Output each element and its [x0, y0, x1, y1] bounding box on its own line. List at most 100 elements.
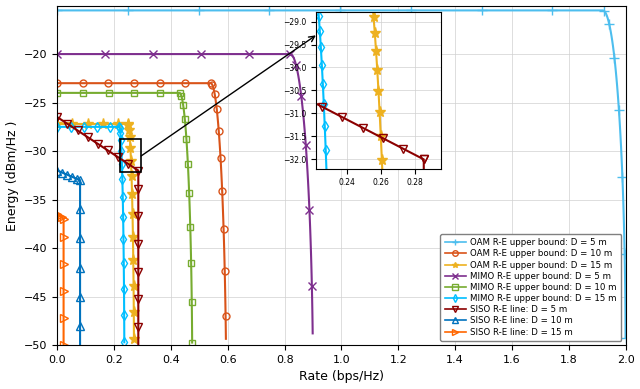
SISO R-E line: D = 15 m: (0.0147, -36.8): D = 15 m: (0.0147, -36.8)	[58, 215, 65, 220]
SISO R-E line: D = 10 m: (0.0457, -32.6): D = 10 m: (0.0457, -32.6)	[67, 174, 74, 179]
SISO R-E line: D = 10 m: (0.0743, -32.9): D = 10 m: (0.0743, -32.9)	[75, 177, 83, 182]
OAM R-E upper bound: D = 15 m: (0.252, -27.6): D = 15 m: (0.252, -27.6)	[125, 126, 132, 130]
OAM R-E upper bound: D = 10 m: (0.548, -23.4): D = 10 m: (0.548, -23.4)	[209, 84, 217, 89]
SISO R-E line: D = 5 m: (0.249, -31.3): D = 5 m: (0.249, -31.3)	[124, 161, 132, 166]
OAM R-E upper bound: D = 15 m: (0.106, -27.2): D = 15 m: (0.106, -27.2)	[84, 122, 92, 126]
MIMO R-E upper bound: D = 15 m: (0.0934, -27.5): D = 15 m: (0.0934, -27.5)	[80, 124, 88, 129]
OAM R-E upper bound: D = 10 m: (0, -23): D = 10 m: (0, -23)	[54, 81, 61, 86]
SISO R-E line: D = 15 m: (0.00244, -36.6): D = 15 m: (0.00244, -36.6)	[54, 212, 62, 217]
OAM R-E upper bound: D = 10 m: (0.428, -23): D = 10 m: (0.428, -23)	[175, 81, 182, 86]
SISO R-E line: D = 10 m: (0.08, -39): D = 10 m: (0.08, -39)	[76, 236, 84, 241]
MIMO R-E upper bound: D = 5 m: (0.875, -29.4): D = 5 m: (0.875, -29.4)	[302, 143, 310, 147]
OAM R-E upper bound: D = 5 m: (0.818, -15.5): D = 5 m: (0.818, -15.5)	[286, 8, 294, 13]
SISO R-E line: D = 10 m: (0.08, -34): D = 10 m: (0.08, -34)	[76, 187, 84, 192]
OAM R-E upper bound: D = 10 m: (0.593, -48.1): D = 10 m: (0.593, -48.1)	[222, 325, 230, 329]
MIMO R-E upper bound: D = 10 m: (0.317, -24): D = 10 m: (0.317, -24)	[143, 91, 151, 95]
SISO R-E line: D = 5 m: (0.166, -29.7): D = 5 m: (0.166, -29.7)	[100, 146, 108, 151]
MIMO R-E upper bound: D = 15 m: (0.156, -27.5): D = 15 m: (0.156, -27.5)	[98, 124, 106, 129]
SISO R-E line: D = 10 m: (0.00571, -32.1): D = 10 m: (0.00571, -32.1)	[55, 169, 63, 173]
SISO R-E line: D = 15 m: (0.0122, -36.8): D = 15 m: (0.0122, -36.8)	[57, 215, 65, 219]
OAM R-E upper bound: D = 15 m: (0.23, -27.2): D = 15 m: (0.23, -27.2)	[119, 122, 127, 126]
SISO R-E line: D = 10 m: (0.08, -33): D = 10 m: (0.08, -33)	[76, 178, 84, 182]
SISO R-E line: D = 10 m: (0.0171, -32.2): D = 10 m: (0.0171, -32.2)	[58, 170, 66, 175]
SISO R-E line: D = 15 m: (0.022, -37): D = 15 m: (0.022, -37)	[60, 217, 67, 221]
MIMO R-E upper bound: D = 15 m: (0.221, -27.9): D = 15 m: (0.221, -27.9)	[116, 129, 124, 133]
SISO R-E line: D = 10 m: (0.08, -48): D = 10 m: (0.08, -48)	[76, 323, 84, 328]
SISO R-E line: D = 5 m: (0.285, -48.1): D = 5 m: (0.285, -48.1)	[134, 324, 142, 329]
SISO R-E line: D = 5 m: (0.131, -29): D = 5 m: (0.131, -29)	[91, 139, 99, 144]
Line: OAM R-E upper bound: D = 10 m: OAM R-E upper bound: D = 10 m	[54, 80, 229, 342]
SISO R-E line: D = 5 m: (0.0119, -26.7): D = 5 m: (0.0119, -26.7)	[57, 117, 65, 122]
OAM R-E upper bound: D = 15 m: (0.268, -43.9): D = 15 m: (0.268, -43.9)	[130, 283, 138, 288]
Line: MIMO R-E upper bound: D = 10 m: MIMO R-E upper bound: D = 10 m	[54, 89, 196, 346]
SISO R-E line: D = 10 m: (0.08, -43): D = 10 m: (0.08, -43)	[76, 275, 84, 280]
SISO R-E line: D = 5 m: (0.226, -30.9): D = 5 m: (0.226, -30.9)	[118, 157, 125, 162]
SISO R-E line: D = 15 m: (0.022, -49.1): D = 15 m: (0.022, -49.1)	[60, 334, 67, 338]
Line: SISO R-E line: D = 10 m: SISO R-E line: D = 10 m	[53, 166, 84, 349]
MIMO R-E upper bound: D = 10 m: (0.475, -49.7): D = 10 m: (0.475, -49.7)	[188, 340, 196, 345]
OAM R-E upper bound: D = 15 m: (0.269, -48.5): D = 15 m: (0.269, -48.5)	[130, 328, 138, 333]
SISO R-E line: D = 5 m: (0.119, -28.8): D = 5 m: (0.119, -28.8)	[87, 137, 95, 142]
SISO R-E line: D = 10 m: (0.08, -40): D = 10 m: (0.08, -40)	[76, 246, 84, 251]
SISO R-E line: D = 5 m: (0.285, -37.7): D = 5 m: (0.285, -37.7)	[134, 223, 142, 228]
SISO R-E line: D = 5 m: (0.285, -36.7): D = 5 m: (0.285, -36.7)	[134, 214, 142, 219]
SISO R-E line: D = 5 m: (0.0831, -28.1): D = 5 m: (0.0831, -28.1)	[77, 130, 84, 135]
Line: OAM R-E upper bound: D = 15 m: OAM R-E upper bound: D = 15 m	[52, 118, 140, 345]
SISO R-E line: D = 5 m: (0.273, -31.8): D = 5 m: (0.273, -31.8)	[131, 166, 139, 171]
SISO R-E line: D = 15 m: (0.022, -50): D = 15 m: (0.022, -50)	[60, 343, 67, 347]
OAM R-E upper bound: D = 10 m: (0.552, -23.8): D = 10 m: (0.552, -23.8)	[210, 89, 218, 93]
OAM R-E upper bound: D = 15 m: (0.177, -27.2): D = 15 m: (0.177, -27.2)	[104, 122, 111, 126]
OAM R-E upper bound: D = 5 m: (1.74, -15.5): D = 5 m: (1.74, -15.5)	[548, 8, 556, 13]
MIMO R-E upper bound: D = 15 m: (0.235, -44.2): D = 15 m: (0.235, -44.2)	[120, 286, 128, 291]
SISO R-E line: D = 5 m: (0.0237, -27): D = 5 m: (0.0237, -27)	[60, 119, 68, 124]
SISO R-E line: D = 5 m: (0.285, -32): D = 5 m: (0.285, -32)	[134, 168, 142, 173]
SISO R-E line: D = 5 m: (0.285, -42.4): D = 5 m: (0.285, -42.4)	[134, 269, 142, 274]
Legend: OAM R-E upper bound: D = 5 m, OAM R-E upper bound: D = 10 m, OAM R-E upper bound: OAM R-E upper bound: D = 5 m, OAM R-E up…	[440, 234, 621, 341]
MIMO R-E upper bound: D = 5 m: (0.88, -32.1): D = 5 m: (0.88, -32.1)	[303, 169, 311, 173]
SISO R-E line: D = 10 m: (0.08, -47): D = 10 m: (0.08, -47)	[76, 314, 84, 318]
SISO R-E line: D = 10 m: (0.0114, -32.1): D = 10 m: (0.0114, -32.1)	[57, 170, 65, 174]
MIMO R-E upper bound: D = 10 m: (0.272, -24): D = 10 m: (0.272, -24)	[131, 91, 138, 95]
SISO R-E line: D = 5 m: (0.285, -50): D = 5 m: (0.285, -50)	[134, 343, 142, 347]
OAM R-E upper bound: D = 5 m: (1.07, -15.5): D = 5 m: (1.07, -15.5)	[356, 8, 364, 13]
SISO R-E line: D = 10 m: (0.0686, -32.9): D = 10 m: (0.0686, -32.9)	[73, 177, 81, 181]
SISO R-E line: D = 5 m: (0.285, -40.5): D = 5 m: (0.285, -40.5)	[134, 251, 142, 256]
SISO R-E line: D = 15 m: (0.022, -39.8): D = 15 m: (0.022, -39.8)	[60, 244, 67, 249]
SISO R-E line: D = 5 m: (0.178, -29.9): D = 5 m: (0.178, -29.9)	[104, 148, 112, 153]
SISO R-E line: D = 5 m: (0.0712, -27.9): D = 5 m: (0.0712, -27.9)	[74, 128, 81, 133]
SISO R-E line: D = 10 m: (0.08, -46): D = 10 m: (0.08, -46)	[76, 304, 84, 309]
Line: SISO R-E line: D = 15 m: SISO R-E line: D = 15 m	[53, 210, 68, 349]
MIMO R-E upper bound: D = 15 m: (0, -27.5): D = 15 m: (0, -27.5)	[54, 124, 61, 129]
Line: OAM R-E upper bound: D = 5 m: OAM R-E upper bound: D = 5 m	[52, 5, 630, 343]
MIMO R-E upper bound: D = 10 m: (0, -24): D = 10 m: (0, -24)	[54, 91, 61, 95]
SISO R-E line: D = 15 m: (0.0196, -36.9): D = 15 m: (0.0196, -36.9)	[59, 216, 67, 221]
SISO R-E line: D = 5 m: (0.237, -31.1): D = 5 m: (0.237, -31.1)	[121, 159, 129, 164]
MIMO R-E upper bound: D = 5 m: (0.899, -48.8): D = 5 m: (0.899, -48.8)	[309, 331, 317, 336]
SISO R-E line: D = 10 m: (0.08, -38): D = 10 m: (0.08, -38)	[76, 226, 84, 231]
SISO R-E line: D = 5 m: (0.285, -47.2): D = 5 m: (0.285, -47.2)	[134, 315, 142, 320]
SISO R-E line: D = 10 m: (0.08, -35): D = 10 m: (0.08, -35)	[76, 197, 84, 202]
OAM R-E upper bound: D = 5 m: (1.98, -25.8): D = 5 m: (1.98, -25.8)	[615, 107, 623, 112]
SISO R-E line: D = 5 m: (0.285, -32): D = 5 m: (0.285, -32)	[134, 168, 142, 173]
SISO R-E line: D = 5 m: (0.285, -32.9): D = 5 m: (0.285, -32.9)	[134, 177, 142, 182]
Y-axis label: Energy (dBm/Hz ): Energy (dBm/Hz )	[6, 120, 19, 231]
MIMO R-E upper bound: D = 10 m: (0.454, -28.8): D = 10 m: (0.454, -28.8)	[182, 137, 190, 142]
OAM R-E upper bound: D = 5 m: (0.924, -15.5): D = 5 m: (0.924, -15.5)	[316, 8, 324, 13]
SISO R-E line: D = 10 m: (0.0629, -32.8): D = 10 m: (0.0629, -32.8)	[71, 176, 79, 180]
SISO R-E line: D = 5 m: (0.285, -46.2): D = 5 m: (0.285, -46.2)	[134, 306, 142, 311]
SISO R-E line: D = 15 m: (0.022, -37.9): D = 15 m: (0.022, -37.9)	[60, 226, 67, 230]
SISO R-E line: D = 10 m: (0.08, -50): D = 10 m: (0.08, -50)	[76, 343, 84, 347]
MIMO R-E upper bound: D = 15 m: (0.236, -49.7): D = 15 m: (0.236, -49.7)	[120, 340, 128, 345]
SISO R-E line: D = 5 m: (0.285, -34.8): D = 5 m: (0.285, -34.8)	[134, 196, 142, 200]
MIMO R-E upper bound: D = 15 m: (0.202, -27.5): D = 15 m: (0.202, -27.5)	[111, 124, 118, 129]
MIMO R-E upper bound: D = 15 m: (0.236, -48.8): D = 15 m: (0.236, -48.8)	[120, 331, 128, 335]
SISO R-E line: D = 10 m: (0.08, -36): D = 10 m: (0.08, -36)	[76, 207, 84, 212]
MIMO R-E upper bound: D = 10 m: (0.449, -26.7): D = 10 m: (0.449, -26.7)	[181, 117, 189, 121]
SISO R-E line: D = 5 m: (0.285, -35.8): D = 5 m: (0.285, -35.8)	[134, 205, 142, 210]
SISO R-E line: D = 10 m: (0.0229, -32.3): D = 10 m: (0.0229, -32.3)	[60, 171, 68, 175]
SISO R-E line: D = 10 m: (0.08, -37): D = 10 m: (0.08, -37)	[76, 217, 84, 221]
SISO R-E line: D = 10 m: (0.0571, -32.7): D = 10 m: (0.0571, -32.7)	[70, 175, 77, 180]
SISO R-E line: D = 5 m: (0.285, -33.9): D = 5 m: (0.285, -33.9)	[134, 187, 142, 191]
SISO R-E line: D = 5 m: (0.285, -38.6): D = 5 m: (0.285, -38.6)	[134, 233, 142, 237]
X-axis label: Rate (bps/Hz): Rate (bps/Hz)	[299, 370, 384, 384]
